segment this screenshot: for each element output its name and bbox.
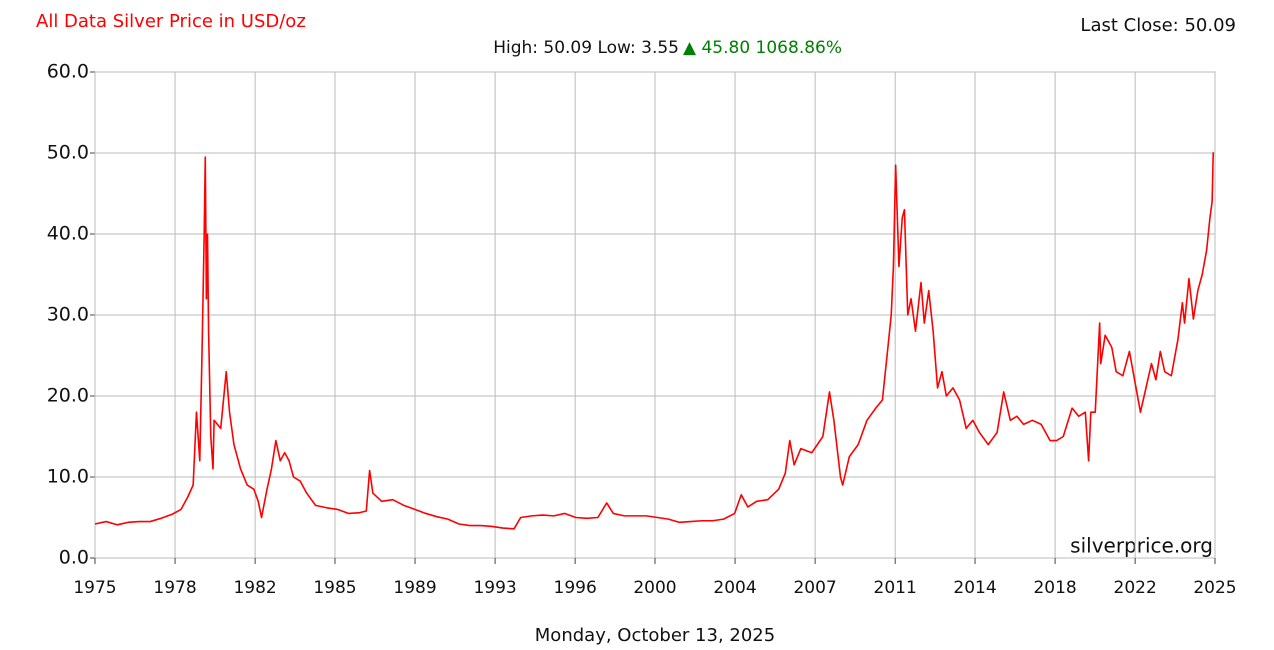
- x-tick-label: 1993: [473, 578, 516, 598]
- x-tick-label: 1996: [554, 578, 597, 598]
- x-tick-label: 2011: [874, 578, 917, 598]
- x-tick-label: 1982: [233, 578, 276, 598]
- x-tick-label: 2014: [953, 578, 996, 598]
- y-tick-label: 60.0: [47, 61, 89, 83]
- price-line: [94, 152, 1215, 530]
- y-tick-label: 50.0: [47, 142, 89, 164]
- high-low: High: 50.09 Low: 3.55: [493, 38, 679, 58]
- y-tick-label: 30.0: [47, 304, 89, 326]
- change: ▲ 45.80 1068.86%: [683, 38, 842, 58]
- x-tick-label: 2025: [1193, 578, 1236, 598]
- x-tick-label: 2022: [1114, 578, 1157, 598]
- last-close: Last Close: 50.09: [1080, 15, 1236, 36]
- x-tick-label: 2004: [713, 578, 756, 598]
- y-tick-label: 20.0: [47, 385, 89, 407]
- y-tick-label: 10.0: [47, 466, 89, 488]
- x-tick-label: 2007: [793, 578, 836, 598]
- x-tick-label: 1989: [393, 578, 436, 598]
- watermark: silverprice.org: [1070, 534, 1213, 558]
- x-tick-label: 2000: [633, 578, 676, 598]
- x-tick-label: 2018: [1033, 578, 1076, 598]
- x-tick-label: 1978: [153, 578, 196, 598]
- chart-title: All Data Silver Price in USD/oz: [36, 11, 306, 32]
- x-tick-label: 1975: [73, 578, 116, 598]
- y-tick-label: 40.0: [47, 223, 89, 245]
- y-tick-label: 0.0: [59, 547, 89, 569]
- date: Monday, October 13, 2025: [535, 625, 775, 646]
- x-tick-label: 1985: [313, 578, 356, 598]
